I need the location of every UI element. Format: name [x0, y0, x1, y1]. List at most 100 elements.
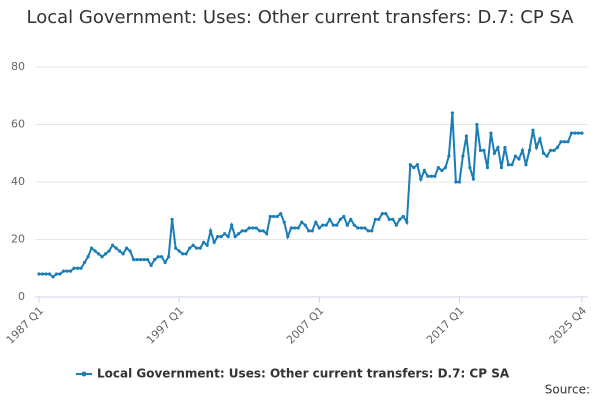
x-tick-label: 2025 Q4 — [547, 304, 590, 347]
point — [223, 232, 227, 236]
point — [37, 272, 41, 276]
point — [366, 229, 370, 233]
point — [384, 212, 388, 216]
point — [440, 168, 444, 173]
point — [377, 217, 381, 221]
point — [314, 220, 318, 224]
x-tick-label: 2017 Q1 — [424, 304, 467, 347]
legend-marker — [81, 371, 87, 377]
point — [247, 226, 251, 230]
point — [569, 131, 574, 135]
point — [324, 223, 328, 227]
point — [103, 252, 108, 256]
point — [181, 252, 185, 256]
point — [531, 128, 535, 132]
point — [209, 229, 213, 233]
x-tick-label: 2007 Q1 — [284, 304, 327, 347]
point — [373, 217, 377, 221]
point — [517, 157, 521, 161]
point — [478, 148, 483, 152]
point — [107, 249, 111, 253]
y-tick-label: 80 — [11, 60, 25, 73]
point — [356, 226, 360, 230]
point — [219, 235, 223, 239]
point — [506, 163, 511, 167]
point — [559, 140, 563, 144]
point — [72, 266, 76, 270]
point — [391, 217, 395, 221]
point — [489, 131, 493, 135]
point — [258, 229, 262, 233]
point — [485, 166, 490, 170]
point — [131, 258, 136, 262]
point — [555, 145, 560, 150]
point — [44, 272, 48, 276]
point — [261, 229, 265, 233]
point — [422, 168, 426, 173]
point — [433, 174, 437, 178]
point — [93, 249, 97, 253]
point — [349, 217, 353, 221]
point — [492, 151, 497, 155]
point — [272, 214, 276, 219]
point — [142, 258, 146, 262]
point — [121, 252, 125, 256]
point — [503, 145, 507, 150]
point — [513, 154, 518, 158]
point — [363, 226, 367, 230]
point — [443, 166, 447, 170]
point — [174, 246, 178, 250]
point — [307, 229, 311, 233]
point — [289, 226, 293, 230]
point — [352, 223, 356, 227]
legend-text: Local Government: Uses: Other current tr… — [97, 367, 510, 381]
point — [387, 217, 391, 221]
point — [65, 269, 69, 273]
chart-title: Local Government: Uses: Other current tr… — [26, 7, 574, 28]
point — [117, 249, 122, 253]
point — [548, 148, 553, 152]
point — [415, 163, 419, 167]
point — [286, 235, 290, 239]
y-tick-label: 0 — [18, 290, 25, 303]
point — [124, 246, 129, 250]
point — [110, 243, 115, 247]
point — [160, 255, 164, 259]
point — [359, 226, 363, 230]
y-tick-label: 20 — [11, 233, 25, 246]
point — [331, 223, 335, 227]
point — [89, 246, 94, 250]
point — [58, 272, 62, 276]
point — [436, 166, 440, 170]
point — [240, 229, 244, 233]
point — [475, 122, 479, 127]
point — [61, 269, 66, 273]
point — [562, 140, 567, 144]
point — [188, 246, 192, 250]
point — [244, 229, 248, 233]
point — [149, 263, 153, 267]
y-tick-label: 40 — [11, 175, 25, 188]
point — [408, 163, 412, 167]
point — [576, 131, 581, 135]
point — [114, 246, 118, 250]
point — [457, 180, 461, 184]
point — [468, 166, 472, 170]
point — [47, 272, 52, 276]
point — [552, 148, 556, 152]
point — [566, 140, 570, 144]
point — [51, 275, 55, 279]
point — [580, 131, 584, 135]
point — [75, 266, 80, 270]
point — [496, 145, 500, 150]
point — [394, 223, 398, 227]
point — [153, 258, 157, 262]
point — [40, 272, 45, 276]
point — [212, 240, 216, 244]
point — [520, 148, 525, 152]
point — [226, 235, 230, 239]
point — [401, 214, 405, 219]
point — [230, 223, 234, 227]
point — [279, 212, 283, 216]
